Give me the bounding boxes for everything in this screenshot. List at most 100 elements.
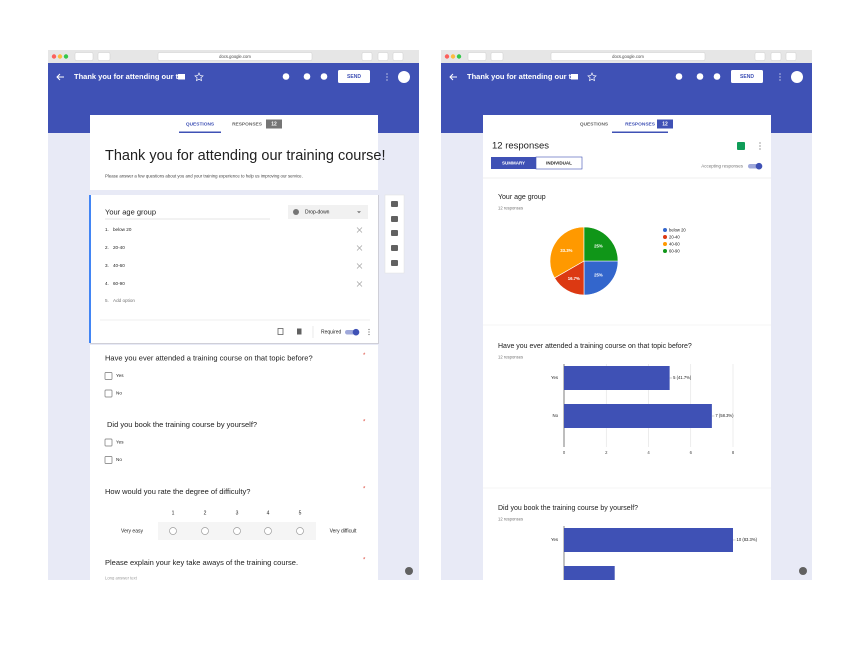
- window-button[interactable]: [456, 54, 462, 59]
- remove-option[interactable]: [356, 281, 363, 287]
- required-mark: *: [363, 487, 366, 493]
- bar: [564, 404, 712, 428]
- toolbar-icon[interactable]: [391, 230, 398, 236]
- more-dot[interactable]: [368, 331, 370, 333]
- menu-dot[interactable]: [779, 79, 781, 81]
- scale-radio[interactable]: [201, 527, 209, 535]
- more-dot[interactable]: [368, 328, 370, 331]
- checkbox[interactable]: [104, 438, 113, 447]
- tab-label[interactable]: QUESTIONS: [580, 121, 609, 127]
- send-button[interactable]: [338, 70, 370, 83]
- toolbar-icon[interactable]: [391, 216, 398, 222]
- remove-option[interactable]: [356, 227, 363, 233]
- more-dot[interactable]: [759, 145, 761, 147]
- scale-number: 4: [267, 510, 270, 516]
- checkbox[interactable]: [104, 456, 113, 464]
- menu-dot[interactable]: [386, 73, 388, 75]
- toolbar-icon[interactable]: [391, 260, 398, 266]
- chart-title: Your age group: [498, 194, 546, 201]
- toolbar-icon[interactable]: [391, 201, 398, 207]
- toolbar-button[interactable]: [770, 52, 782, 61]
- toolbar-button[interactable]: [361, 52, 373, 61]
- option-label: 60-90: [113, 281, 125, 286]
- help-button[interactable]: [799, 567, 807, 575]
- duplicate-icon[interactable]: [277, 328, 284, 335]
- help-button[interactable]: [405, 567, 413, 575]
- header-icon[interactable]: [282, 73, 290, 80]
- folder-icon[interactable]: [178, 74, 185, 80]
- responses-heading: 12 responses: [492, 141, 549, 152]
- summary-tab[interactable]: [491, 157, 536, 169]
- toolbar-button[interactable]: [754, 52, 766, 61]
- window-button[interactable]: [51, 54, 57, 59]
- folder-icon[interactable]: [571, 74, 578, 80]
- more-dot[interactable]: [368, 333, 370, 336]
- tab-label[interactable]: RESPONSES: [625, 121, 656, 127]
- bar: [564, 366, 670, 390]
- menu-dot[interactable]: [386, 79, 388, 81]
- avatar[interactable]: [398, 71, 410, 83]
- url-bar[interactable]: [550, 52, 706, 61]
- url-bar[interactable]: [157, 52, 313, 61]
- menu-dot[interactable]: [386, 76, 388, 78]
- back-arrow[interactable]: [56, 73, 64, 81]
- required-mark: *: [363, 353, 366, 359]
- menu-dot[interactable]: [779, 73, 781, 75]
- x-tick-label: 4: [647, 450, 650, 455]
- slice-label: 33.3%: [560, 248, 572, 253]
- nav-buttons[interactable]: [74, 52, 94, 61]
- send-button[interactable]: [731, 70, 763, 83]
- more-dot[interactable]: [759, 148, 761, 150]
- tab-label[interactable]: QUESTIONS: [186, 121, 215, 127]
- option-number: 1.: [105, 227, 109, 232]
- checkbox[interactable]: [104, 372, 113, 380]
- scale-radio[interactable]: [169, 527, 177, 535]
- chart-subtitle: 12 responses: [498, 206, 523, 211]
- nav-buttons[interactable]: [467, 52, 487, 61]
- toolbar-icon[interactable]: [391, 245, 398, 251]
- legend-label: below 20: [669, 227, 686, 232]
- window-button[interactable]: [444, 54, 450, 59]
- header-icon[interactable]: [713, 73, 721, 80]
- option-number: 2.: [105, 245, 109, 250]
- star-icon[interactable]: [194, 72, 204, 82]
- badge-count: 12: [662, 122, 668, 128]
- scale-min-label: Very easy: [121, 529, 143, 535]
- question-title: Your age group: [105, 207, 156, 216]
- scale-max-label: Very difficult: [330, 529, 357, 535]
- toolbar-button[interactable]: [377, 52, 389, 61]
- scale-radio[interactable]: [233, 527, 241, 535]
- sidebar-button[interactable]: [490, 52, 504, 61]
- add-option[interactable]: Add option: [113, 298, 135, 303]
- tab-label[interactable]: RESPONSES: [232, 121, 263, 127]
- menu-dot[interactable]: [779, 76, 781, 78]
- question-card: [90, 195, 378, 343]
- window-button[interactable]: [63, 54, 69, 59]
- sheets-icon[interactable]: [737, 142, 745, 150]
- scale-radio[interactable]: [264, 527, 272, 535]
- back-arrow[interactable]: [449, 73, 457, 81]
- sidebar-button[interactable]: [97, 52, 111, 61]
- star-icon[interactable]: [587, 72, 597, 82]
- header-icon[interactable]: [303, 73, 311, 80]
- more-dot[interactable]: [759, 142, 761, 144]
- toolbar-button[interactable]: [392, 52, 404, 61]
- type-dropdown[interactable]: [288, 205, 368, 219]
- required-knob[interactable]: [352, 328, 360, 336]
- scale-radio[interactable]: [296, 527, 304, 535]
- window-button[interactable]: [57, 54, 63, 59]
- window-button[interactable]: [450, 54, 456, 59]
- accepting-knob[interactable]: [755, 162, 763, 170]
- remove-option[interactable]: [356, 263, 363, 269]
- remove-option[interactable]: [356, 245, 363, 251]
- checkbox[interactable]: [104, 389, 113, 398]
- individual-tab[interactable]: [535, 156, 583, 170]
- delete-icon[interactable]: [297, 328, 302, 335]
- bar: [564, 528, 733, 552]
- toolbar-button[interactable]: [785, 52, 797, 61]
- header-icon[interactable]: [675, 73, 683, 80]
- header-icon[interactable]: [320, 73, 328, 80]
- header-icon[interactable]: [696, 73, 704, 80]
- tab-bar: [483, 115, 771, 133]
- avatar[interactable]: [791, 71, 803, 83]
